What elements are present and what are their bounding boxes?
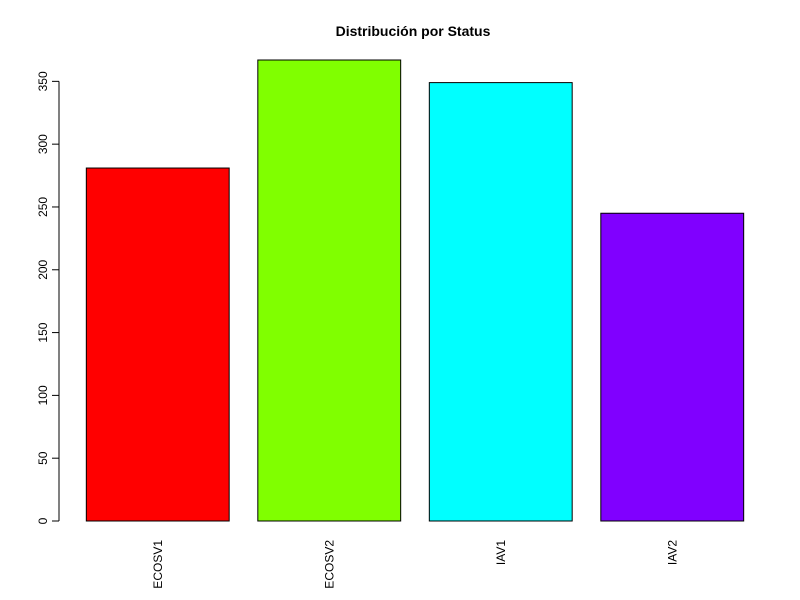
x-tick-label-ecosv2: ECOSV2 <box>322 540 336 589</box>
bar-iav2 <box>600 212 745 522</box>
x-axis-labels: ECOSV1 ECOSV2 IAV1 IAV2 <box>151 540 680 589</box>
y-tick-label: 50 <box>36 451 50 465</box>
x-tick-label-iav1: IAV1 <box>494 540 508 565</box>
bar-ecosv1 <box>85 167 230 522</box>
x-tick-label-ecosv1: ECOSV1 <box>151 540 165 589</box>
y-tick-label: 350 <box>36 71 50 91</box>
y-tick-label: 0 <box>36 517 50 524</box>
bar-ecosv2 <box>257 59 402 522</box>
y-tick-label: 250 <box>36 197 50 217</box>
x-tick-label-iav2: IAV2 <box>665 540 679 565</box>
y-tick-label: 300 <box>36 134 50 154</box>
y-tick-label: 150 <box>36 322 50 342</box>
y-axis: 0 50 100 150 200 250 300 350 <box>36 71 60 524</box>
bars-group <box>85 59 745 522</box>
bar-iav1 <box>428 82 573 522</box>
chart-title: Distribución por Status <box>336 23 491 39</box>
y-tick-label: 100 <box>36 385 50 405</box>
y-tick-label: 200 <box>36 259 50 279</box>
